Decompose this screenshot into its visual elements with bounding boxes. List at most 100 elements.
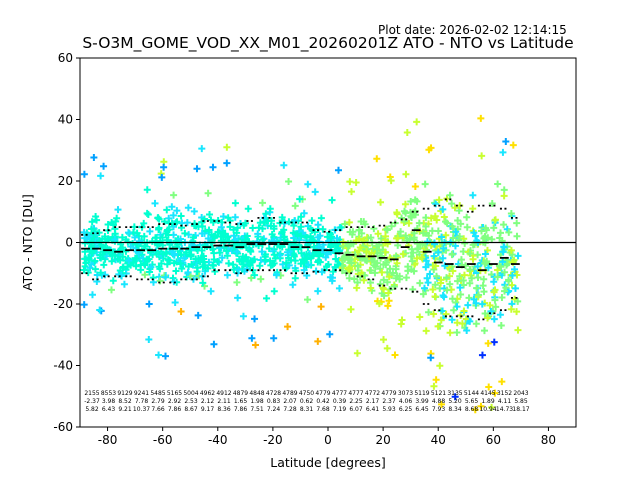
scatter-point — [86, 264, 94, 272]
scatter-point — [135, 237, 143, 245]
scatter-point — [88, 291, 96, 299]
scatter-point — [374, 230, 382, 238]
stats-table-cell: 10.37 — [133, 406, 150, 413]
scatter-point — [498, 294, 506, 302]
scatter-point — [85, 256, 93, 264]
y-tick-label: -60 — [53, 420, 73, 434]
scatter-point — [329, 268, 337, 276]
scatter-point — [156, 237, 164, 245]
scatter-point — [438, 233, 446, 241]
scatter-point — [235, 266, 243, 274]
scatter-point — [468, 274, 476, 282]
scatter-point — [490, 288, 498, 296]
scatter-point — [91, 257, 99, 265]
scatter-point — [83, 235, 91, 243]
scatter-point — [431, 281, 439, 289]
scatter-point — [229, 261, 237, 269]
scatter-point — [408, 214, 416, 222]
scatter-point — [233, 278, 241, 286]
scatter-point — [155, 215, 163, 223]
scatter-point — [492, 303, 500, 311]
y-tick-label: -20 — [53, 297, 73, 311]
scatter-point — [109, 277, 117, 285]
stats-table-cell: 7.66 — [151, 406, 165, 413]
scatter-point — [246, 262, 254, 270]
scatter-point — [187, 252, 195, 260]
scatter-point — [514, 252, 522, 260]
scatter-point — [214, 228, 222, 236]
scatter-point — [353, 284, 361, 292]
stats-table-cell: 3073 — [398, 390, 413, 397]
scatter-point — [251, 271, 259, 279]
scatter-point — [451, 393, 459, 401]
scatter-point — [449, 234, 457, 242]
scatter-point — [231, 199, 239, 207]
scatter-point — [376, 249, 384, 257]
scatter-point — [505, 228, 513, 236]
stats-table-cell: 4789 — [282, 390, 297, 397]
y-tick-label: 40 — [58, 113, 73, 127]
scatter-point — [484, 339, 492, 347]
scatter-point — [463, 223, 471, 231]
scatter-point — [114, 206, 122, 214]
scatter-point — [459, 277, 467, 285]
scatter-point — [171, 298, 179, 306]
scatter-point — [448, 222, 456, 230]
scatter-point — [434, 248, 442, 256]
stats-table-cell: 8.34 — [448, 406, 462, 413]
scatter-point — [497, 322, 505, 330]
scatter-point — [147, 263, 155, 271]
scatter-point — [452, 298, 460, 306]
scatter-point — [309, 252, 317, 260]
scatter-point — [477, 402, 485, 410]
scatter-point — [384, 240, 392, 248]
stats-table-cell: 5165 — [167, 390, 182, 397]
scatter-point — [490, 278, 498, 286]
scatter-point — [219, 213, 227, 221]
scatter-point — [513, 308, 521, 316]
scatter-point — [421, 180, 429, 188]
scatter-point — [471, 406, 479, 414]
scatter-point — [385, 273, 393, 281]
scatter-point — [201, 242, 209, 250]
scatter-point — [367, 266, 375, 274]
scatter-point — [314, 233, 322, 241]
scatter-point — [247, 248, 255, 256]
scatter-point — [416, 227, 424, 235]
scatter-point — [510, 265, 518, 273]
scatter-point — [383, 278, 391, 286]
scatter-point — [210, 232, 218, 240]
scatter-point — [323, 262, 331, 270]
scatter-point — [91, 265, 99, 273]
scatter-point — [159, 250, 167, 258]
x-tick-label: 80 — [541, 433, 556, 447]
scatter-point — [118, 233, 126, 241]
scatter-point — [256, 219, 264, 227]
stats-table-cell: -2.37 — [84, 398, 100, 405]
scatter-point — [491, 389, 499, 397]
scatter-point — [223, 271, 231, 279]
scatter-point — [353, 349, 361, 357]
scatter-point — [266, 257, 274, 265]
scatter-point — [514, 326, 522, 334]
scatter-point — [411, 196, 419, 204]
chart-title: S-O3M_GOME_VOD_XX_M01_20260201Z ATO - NT… — [82, 34, 574, 52]
scatter-point — [474, 274, 482, 282]
scatter-point — [210, 249, 218, 257]
scatter-point — [143, 186, 151, 194]
scatter-point — [337, 223, 345, 231]
scatter-point — [320, 245, 328, 253]
x-tick-label: -80 — [98, 433, 118, 447]
scatter-point — [397, 228, 405, 236]
scatter-point — [103, 252, 111, 260]
scatter-point — [354, 262, 362, 270]
scatter-point — [461, 239, 469, 247]
scatter-point — [499, 148, 507, 156]
scatter-point — [223, 143, 231, 151]
scatter-point — [218, 254, 226, 262]
scatter-point — [501, 287, 509, 295]
stats-table-cell: 9.17 — [201, 406, 215, 413]
scatter-point — [400, 207, 408, 215]
scatter-point — [284, 323, 292, 331]
